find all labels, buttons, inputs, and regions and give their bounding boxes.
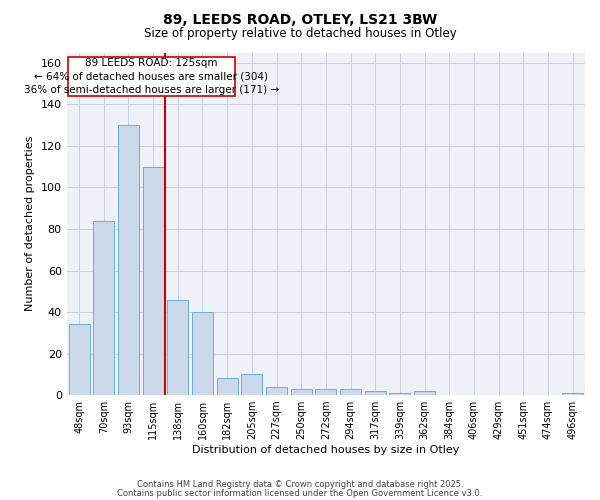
- Bar: [217, 378, 238, 395]
- Text: 89, LEEDS ROAD, OTLEY, LS21 3BW: 89, LEEDS ROAD, OTLEY, LS21 3BW: [163, 12, 437, 26]
- Text: ← 64% of detached houses are smaller (304): ← 64% of detached houses are smaller (30…: [34, 72, 268, 82]
- Y-axis label: Number of detached properties: Number of detached properties: [25, 136, 35, 312]
- Bar: [118, 125, 139, 395]
- Text: Contains HM Land Registry data © Crown copyright and database right 2025.: Contains HM Land Registry data © Crown c…: [137, 480, 463, 489]
- Bar: [68, 324, 89, 395]
- Bar: [143, 166, 164, 395]
- Bar: [241, 374, 262, 395]
- Text: 36% of semi-detached houses are larger (171) →: 36% of semi-detached houses are larger (…: [23, 84, 279, 94]
- Bar: [316, 389, 337, 395]
- Bar: [365, 391, 386, 395]
- Bar: [340, 389, 361, 395]
- Bar: [290, 389, 311, 395]
- Bar: [266, 387, 287, 395]
- Text: Size of property relative to detached houses in Otley: Size of property relative to detached ho…: [143, 28, 457, 40]
- Bar: [192, 312, 213, 395]
- FancyBboxPatch shape: [68, 56, 235, 96]
- Bar: [93, 220, 114, 395]
- Bar: [389, 393, 410, 395]
- Text: 89 LEEDS ROAD: 125sqm: 89 LEEDS ROAD: 125sqm: [85, 58, 218, 68]
- Bar: [562, 393, 583, 395]
- Bar: [414, 391, 435, 395]
- Text: Contains public sector information licensed under the Open Government Licence v3: Contains public sector information licen…: [118, 490, 482, 498]
- X-axis label: Distribution of detached houses by size in Otley: Distribution of detached houses by size …: [192, 445, 460, 455]
- Bar: [167, 300, 188, 395]
